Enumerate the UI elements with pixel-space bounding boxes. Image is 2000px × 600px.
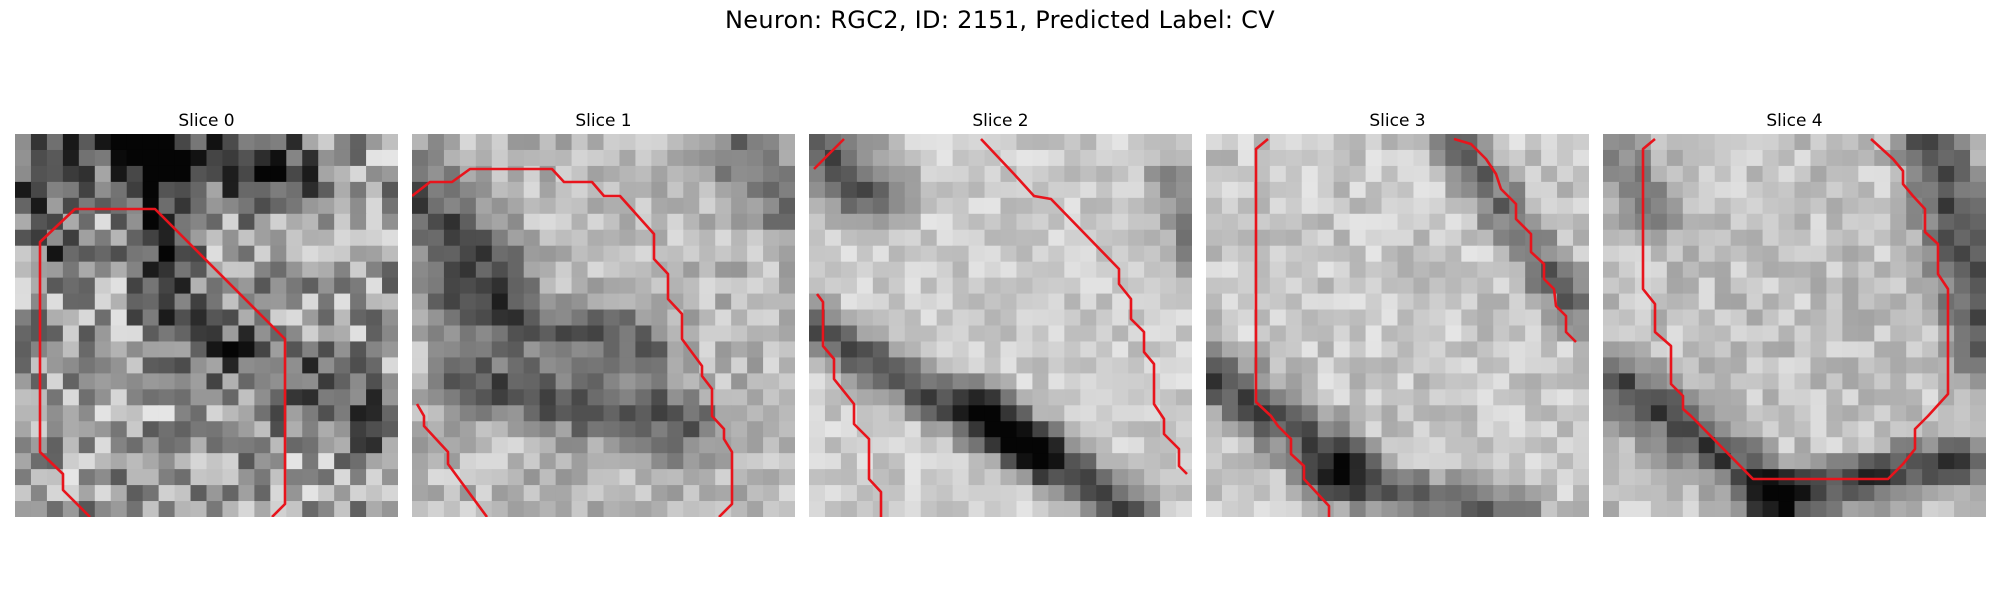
slice-panel-3: Slice 3 xyxy=(1206,108,1589,517)
slice-image-2 xyxy=(809,134,1192,517)
slice-title-1: Slice 1 xyxy=(575,111,632,131)
slice-panel-1: Slice 1 xyxy=(412,108,795,517)
slice-title-2: Slice 2 xyxy=(972,111,1029,131)
slice-title-0: Slice 0 xyxy=(178,111,235,131)
slice-title-4: Slice 4 xyxy=(1766,111,1823,131)
slice-panel-4: Slice 4 xyxy=(1603,108,1986,517)
slice-image-4 xyxy=(1603,134,1986,517)
slice-panel-2: Slice 2 xyxy=(809,108,1192,517)
slice-image-3 xyxy=(1206,134,1589,517)
slice-panel-0: Slice 0 xyxy=(15,108,398,517)
slice-title-3: Slice 3 xyxy=(1369,111,1426,131)
slice-image-1 xyxy=(412,134,795,517)
slice-image-0 xyxy=(15,134,398,517)
figure-title: Neuron: RGC2, ID: 2151, Predicted Label:… xyxy=(725,6,1275,34)
